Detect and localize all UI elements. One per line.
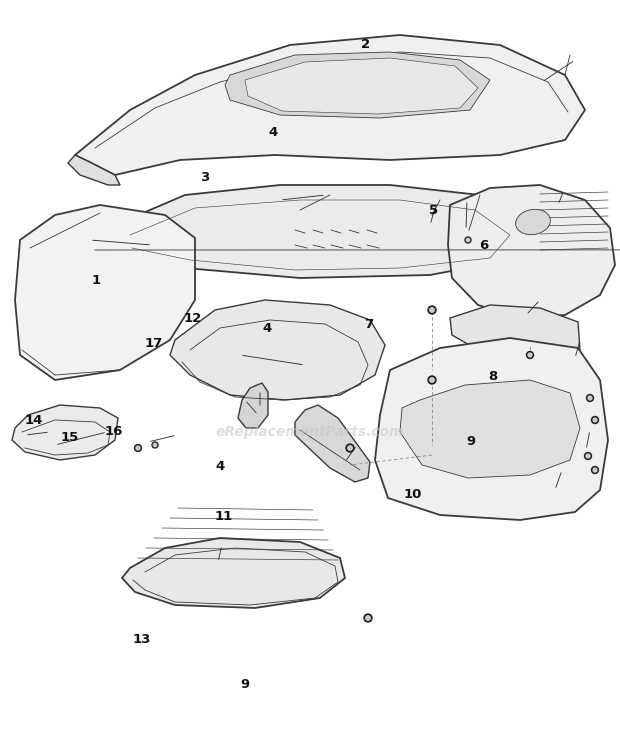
Circle shape [153, 444, 157, 446]
Text: 3: 3 [200, 170, 209, 184]
Polygon shape [225, 52, 490, 118]
Circle shape [136, 446, 140, 450]
Text: 6: 6 [479, 238, 488, 252]
Text: 7: 7 [365, 318, 373, 331]
Circle shape [366, 615, 370, 620]
Polygon shape [68, 155, 120, 185]
Text: 15: 15 [60, 431, 79, 444]
Text: 4: 4 [216, 460, 224, 473]
Text: 4: 4 [268, 126, 277, 139]
Text: 10: 10 [403, 488, 422, 501]
Circle shape [587, 395, 593, 401]
Polygon shape [170, 300, 385, 400]
Circle shape [465, 237, 471, 243]
Circle shape [430, 378, 434, 382]
Polygon shape [15, 205, 195, 380]
Text: 8: 8 [489, 370, 497, 383]
Polygon shape [450, 305, 580, 362]
Polygon shape [375, 338, 608, 520]
Circle shape [135, 444, 141, 452]
Polygon shape [122, 538, 345, 608]
Circle shape [593, 418, 597, 422]
Circle shape [428, 306, 436, 314]
Polygon shape [75, 35, 585, 175]
Polygon shape [448, 185, 615, 318]
Text: 13: 13 [132, 633, 151, 646]
Text: eReplacementParts.com: eReplacementParts.com [216, 425, 404, 438]
Circle shape [588, 396, 592, 400]
Text: 17: 17 [144, 337, 163, 351]
Polygon shape [238, 383, 268, 428]
Text: 9: 9 [241, 678, 249, 692]
Circle shape [428, 376, 436, 384]
Circle shape [348, 446, 352, 450]
Polygon shape [400, 380, 580, 478]
Circle shape [591, 416, 598, 424]
Polygon shape [295, 405, 370, 482]
Ellipse shape [516, 210, 551, 235]
Polygon shape [105, 185, 530, 278]
Circle shape [591, 466, 598, 474]
Circle shape [466, 238, 470, 241]
Circle shape [152, 442, 158, 448]
Circle shape [528, 353, 532, 357]
Circle shape [430, 308, 434, 312]
Text: 2: 2 [361, 38, 370, 51]
Text: 9: 9 [467, 435, 476, 448]
Text: 16: 16 [104, 425, 123, 438]
Circle shape [585, 452, 591, 460]
Circle shape [593, 468, 597, 472]
Polygon shape [245, 58, 478, 114]
Circle shape [526, 351, 533, 359]
Circle shape [586, 454, 590, 458]
Text: 11: 11 [214, 510, 232, 523]
Circle shape [346, 444, 354, 452]
Text: 14: 14 [25, 414, 43, 427]
Text: 4: 4 [262, 322, 271, 335]
Polygon shape [12, 405, 118, 460]
Text: 12: 12 [183, 312, 202, 325]
Text: 1: 1 [92, 274, 100, 287]
Circle shape [364, 614, 372, 622]
Text: 5: 5 [430, 204, 438, 217]
